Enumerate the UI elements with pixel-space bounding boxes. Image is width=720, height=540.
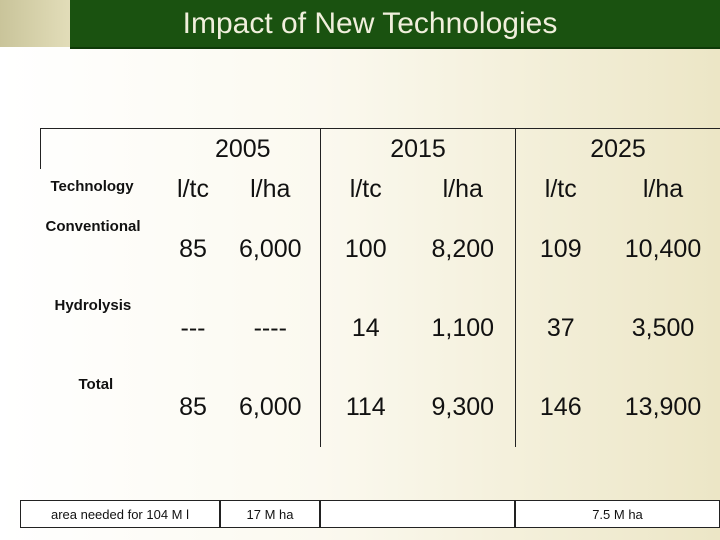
cell-2025-ltc: 109	[539, 235, 582, 263]
row-label-total: Total	[78, 376, 114, 393]
unit-2005-ltc: l/tc	[177, 175, 209, 203]
cell-2025-lha: 3,500	[631, 314, 695, 342]
unit-2015-ltc: l/tc	[349, 175, 382, 203]
technology-header-cell: Technology	[41, 169, 166, 210]
label-cell: Hydrolysis	[41, 289, 166, 368]
title-left-band	[0, 0, 70, 47]
year-2005: 2005	[165, 128, 321, 169]
cell-2025-ltc: 146	[539, 393, 582, 421]
cell-2005-ltc: ---	[180, 314, 206, 342]
footer-2005-value: 17 M ha	[220, 500, 320, 528]
unit-2025-ltc: l/tc	[544, 175, 577, 203]
technology-header: Technology	[50, 178, 134, 195]
unit-2005-lha: l/ha	[220, 169, 321, 210]
unit-header-row: Technology l/tc l/ha l/tc l/ha l/tc l/ha	[41, 169, 720, 210]
cell-2025-lha: 13,900	[624, 393, 702, 421]
row-conventional: Conventional 85 6,000 100 8,200 109 10,4…	[41, 210, 720, 289]
year-2015: 2015	[320, 128, 516, 169]
row-hydrolysis: Hydrolysis --- ---- 14 1,100 37 3,500	[41, 289, 720, 368]
cell-2025-lha: 10,400	[624, 235, 702, 263]
cell-2025-ltc: 37	[546, 314, 575, 342]
cell-2005-lha: 6,000	[220, 368, 321, 447]
cell-2015-ltc: 114	[345, 393, 386, 421]
footer-area-label: area needed for 104 M l	[20, 500, 220, 528]
label-cell: Total	[41, 368, 166, 447]
cell-2005-ltc: 85	[179, 393, 207, 421]
year-header-row: 2005 2015 2025	[40, 128, 720, 169]
label-cell: Conventional	[41, 210, 166, 289]
unit-2025-lha: l/ha	[642, 175, 684, 203]
row-label-hydrolysis: Hydrolysis	[54, 297, 132, 314]
row-total: Total 85 6,000 114 9,300 146 13,900	[41, 368, 720, 447]
header-blank-cell	[40, 128, 166, 169]
cell-2005-lha: ----	[220, 289, 321, 368]
cell-2015-ltc: 100	[344, 235, 387, 263]
year-2025: 2025	[515, 128, 720, 169]
unit-2015-lha: l/ha	[410, 169, 516, 210]
cell-2015-ltc: 14	[351, 314, 380, 342]
row-label-conventional: Conventional	[45, 218, 141, 235]
footer-row: area needed for 104 M l 17 M ha 7.5 M ha	[20, 500, 720, 528]
cell-2015-lha: 1,100	[410, 289, 516, 368]
footer-2015-value	[320, 500, 515, 528]
cell-2015-lha: 9,300	[410, 368, 516, 447]
cell-2015-lha: 8,200	[410, 210, 516, 289]
cell-2005-ltc: 85	[179, 235, 207, 263]
footer-2025-value: 7.5 M ha	[515, 500, 720, 528]
title-bar	[70, 0, 720, 49]
technology-table: 2005 2015 2025 Technology l/tc l/ha l/tc…	[40, 128, 720, 447]
slide-title: Impact of New Technologies	[182, 7, 558, 40]
cell-2005-lha: 6,000	[220, 210, 321, 289]
